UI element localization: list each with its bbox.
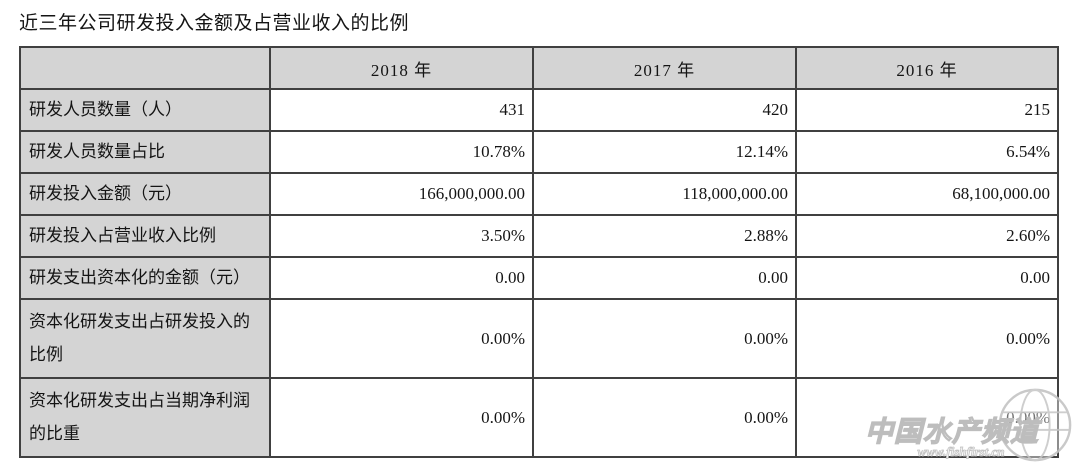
row-label: 研发投入金额（元） xyxy=(19,172,271,216)
rd-investment-table: 2018 年 2017 年 2016 年 研发人员数量（人） 431 420 2… xyxy=(19,46,1059,458)
row-label: 研发人员数量占比 xyxy=(19,130,271,174)
table-cell: 2.60% xyxy=(795,214,1059,258)
table-cell: 10.78% xyxy=(269,130,534,174)
table-cell: 2.88% xyxy=(532,214,797,258)
table-row: 研发人员数量占比 10.78% 12.14% 6.54% xyxy=(19,130,1059,174)
table-cell: 6.54% xyxy=(795,130,1059,174)
table-cell: 12.14% xyxy=(532,130,797,174)
header-cell-2018: 2018 年 xyxy=(269,46,534,90)
table-cell: 118,000,000.00 xyxy=(532,172,797,216)
table-cell: 3.50% xyxy=(269,214,534,258)
row-label: 资本化研发支出占研发投入的比例 xyxy=(19,298,271,379)
table-row: 资本化研发支出占研发投入的比例 0.00% 0.00% 0.00% xyxy=(19,298,1059,379)
table-cell: 0.00 xyxy=(532,256,797,300)
header-cell-2016: 2016 年 xyxy=(795,46,1059,90)
table-row: 研发投入占营业收入比例 3.50% 2.88% 2.60% xyxy=(19,214,1059,258)
table-cell: 0.00% xyxy=(532,298,797,379)
table-cell: 0.00 xyxy=(795,256,1059,300)
header-cell-2017: 2017 年 xyxy=(532,46,797,90)
table-header-row: 2018 年 2017 年 2016 年 xyxy=(19,46,1059,90)
table-row: 研发投入金额（元） 166,000,000.00 118,000,000.00 … xyxy=(19,172,1059,216)
table-cell: 0.00% xyxy=(532,377,797,458)
table-cell: 0.00% xyxy=(795,298,1059,379)
table-cell: 166,000,000.00 xyxy=(269,172,534,216)
page-title: 近三年公司研发投入金额及占营业收入的比例 xyxy=(19,13,410,34)
row-label: 研发投入占营业收入比例 xyxy=(19,214,271,258)
row-label: 研发支出资本化的金额（元） xyxy=(19,256,271,300)
table-row: 研发人员数量（人） 431 420 215 xyxy=(19,88,1059,132)
table-cell: 0.00% xyxy=(795,377,1059,458)
table-row: 资本化研发支出占当期净利润的比重 0.00% 0.00% 0.00% xyxy=(19,377,1059,458)
table-cell: 215 xyxy=(795,88,1059,132)
table-cell: 431 xyxy=(269,88,534,132)
table-row: 研发支出资本化的金额（元） 0.00 0.00 0.00 xyxy=(19,256,1059,300)
table-cell: 420 xyxy=(532,88,797,132)
table-cell: 68,100,000.00 xyxy=(795,172,1059,216)
table-cell: 0.00% xyxy=(269,377,534,458)
table-cell: 0.00% xyxy=(269,298,534,379)
row-label: 资本化研发支出占当期净利润的比重 xyxy=(19,377,271,458)
header-cell-empty xyxy=(19,46,271,90)
table-cell: 0.00 xyxy=(269,256,534,300)
row-label: 研发人员数量（人） xyxy=(19,88,271,132)
